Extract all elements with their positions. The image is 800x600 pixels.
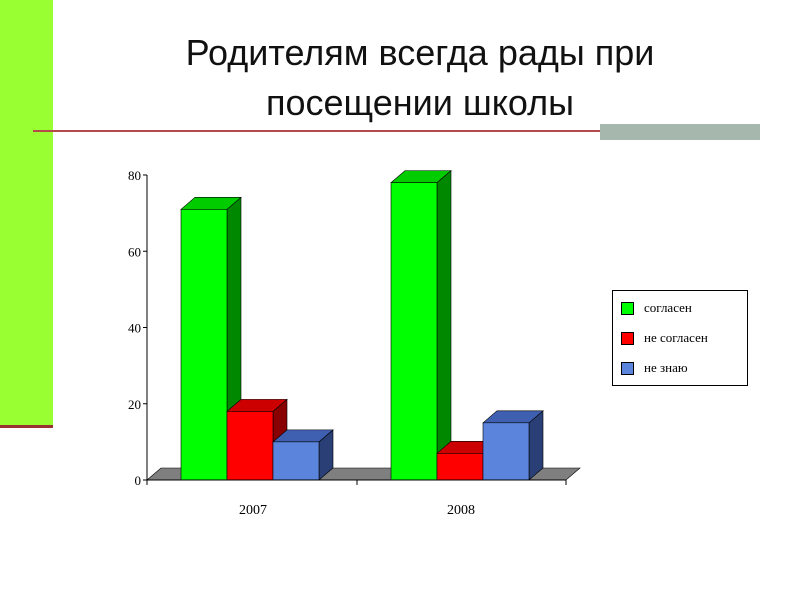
- legend-label: согласен: [644, 300, 692, 315]
- y-tick-label: 0: [135, 473, 142, 488]
- bar-side: [436, 169, 452, 481]
- slide-title: Родителям всегда рады при посещении школ…: [100, 28, 740, 128]
- bar: [272, 441, 320, 481]
- accent-strip-underline: [0, 425, 53, 428]
- legend-item: не знаю: [621, 359, 688, 377]
- slide-title-line2: посещении школы: [265, 82, 575, 123]
- legend-label: не знаю: [644, 360, 688, 375]
- y-tick-label: 60: [128, 244, 141, 259]
- x-tick-label: 2008: [447, 503, 475, 518]
- slide-title-line1: Родителям всегда рады при: [185, 32, 655, 73]
- y-tick-label: 20: [128, 397, 141, 412]
- title-divider: [33, 130, 760, 132]
- legend-swatch: [621, 331, 634, 345]
- legend-swatch: [621, 361, 634, 375]
- y-tick-label: 40: [128, 321, 141, 336]
- legend-swatch: [621, 301, 634, 315]
- y-tick-label: 80: [128, 168, 141, 183]
- accent-strip: [0, 0, 53, 425]
- legend-label: не согласен: [644, 330, 708, 345]
- title-decor-bar: [600, 124, 760, 140]
- x-tick-label: 2007: [239, 503, 267, 518]
- legend-item: не согласен: [621, 329, 708, 347]
- bar: [436, 453, 484, 481]
- bar: [390, 182, 438, 481]
- bar: [482, 422, 530, 481]
- bar: [226, 411, 274, 481]
- chart-legend: согласен не согласен не знаю: [612, 290, 748, 386]
- bar: [180, 209, 228, 481]
- legend-item: согласен: [621, 299, 692, 317]
